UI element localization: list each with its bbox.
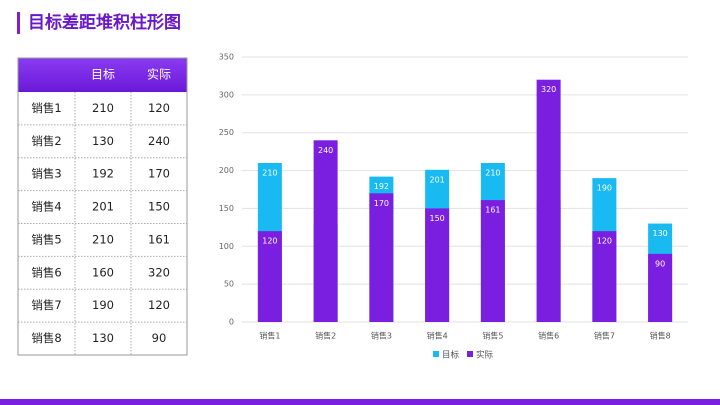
legend-swatch: [433, 351, 439, 357]
table-cell: 240: [148, 134, 170, 148]
table-header: [18, 58, 187, 92]
bar: [592, 231, 617, 322]
table-cell: 150: [148, 200, 170, 214]
y-tick-label: 0: [229, 318, 234, 327]
title-accent: [17, 12, 20, 34]
table-cell: 130: [92, 134, 114, 148]
data-label: 120: [597, 237, 612, 246]
row-label: 销售6: [31, 265, 61, 279]
table-cell: 190: [92, 298, 114, 312]
row-label: 销售3: [31, 167, 61, 181]
data-label: 190: [597, 184, 612, 193]
row-label: 销售1: [31, 101, 61, 115]
row-label: 销售4: [31, 200, 61, 214]
y-tick-label: 100: [219, 242, 234, 251]
column-header: 实际: [147, 67, 171, 82]
data-label: 170: [374, 199, 389, 208]
bar: [480, 200, 505, 322]
y-tick-label: 150: [219, 204, 234, 213]
table-cell: 210: [92, 232, 114, 246]
y-tick-label: 200: [219, 166, 234, 175]
row-label: 销售8: [31, 331, 61, 345]
legend-label: 实际: [476, 350, 494, 361]
data-label: 130: [652, 229, 667, 238]
data-label: 201: [429, 175, 444, 184]
y-tick-label: 350: [219, 53, 234, 62]
data-label: 161: [485, 206, 500, 215]
x-tick-label: 销售6: [538, 331, 559, 341]
table-cell: 120: [148, 101, 170, 115]
data-label: 120: [262, 237, 277, 246]
legend-swatch: [467, 351, 473, 357]
data-label: 210: [262, 169, 277, 178]
data-label: 210: [485, 169, 500, 178]
data-label: 150: [429, 214, 444, 223]
y-tick-label: 250: [219, 128, 234, 137]
table-cell: 201: [92, 200, 114, 214]
x-tick-label: 销售3: [371, 331, 392, 341]
data-label: 90: [655, 259, 665, 268]
table-cell: 192: [92, 167, 114, 181]
slide-title: 目标差距堆积柱形图: [28, 12, 181, 33]
table-cell: 210: [92, 101, 114, 115]
x-tick-label: 销售2: [315, 331, 336, 341]
row-label: 销售5: [31, 232, 61, 246]
data-label: 192: [374, 182, 389, 191]
table-cell: 320: [148, 265, 170, 279]
table-cell: 120: [148, 298, 170, 312]
y-tick-label: 300: [219, 90, 234, 99]
x-tick-label: 销售8: [650, 331, 671, 341]
y-tick-label: 50: [224, 280, 234, 289]
x-tick-label: 销售1: [259, 331, 280, 341]
bar: [425, 208, 450, 322]
table-cell: 161: [148, 232, 170, 246]
chart: 0 50 100 150 200 250 300 350 销售1 210 120 销售2 130 240 销…: [219, 53, 688, 361]
row-label: 销售2: [31, 134, 61, 148]
x-tick-label: 销售5: [482, 331, 503, 341]
table-cell: 160: [92, 265, 114, 279]
row-label: 销售7: [31, 298, 61, 312]
bar: [313, 140, 338, 322]
bar: [536, 79, 561, 322]
x-tick-label: 销售7: [594, 331, 615, 341]
table-border: [17, 57, 188, 356]
table-cell: 130: [92, 331, 114, 345]
data-label: 240: [318, 146, 333, 155]
table-cell: 90: [152, 331, 167, 345]
table-cell: 170: [148, 167, 170, 181]
bar: [257, 231, 282, 322]
footer-band: [0, 399, 720, 405]
data-label: 320: [541, 85, 556, 94]
legend-label: 目标: [442, 350, 460, 361]
bar: [648, 253, 673, 322]
bar: [369, 193, 394, 322]
column-header: 目标: [91, 68, 115, 82]
x-tick-label: 销售4: [427, 331, 448, 341]
